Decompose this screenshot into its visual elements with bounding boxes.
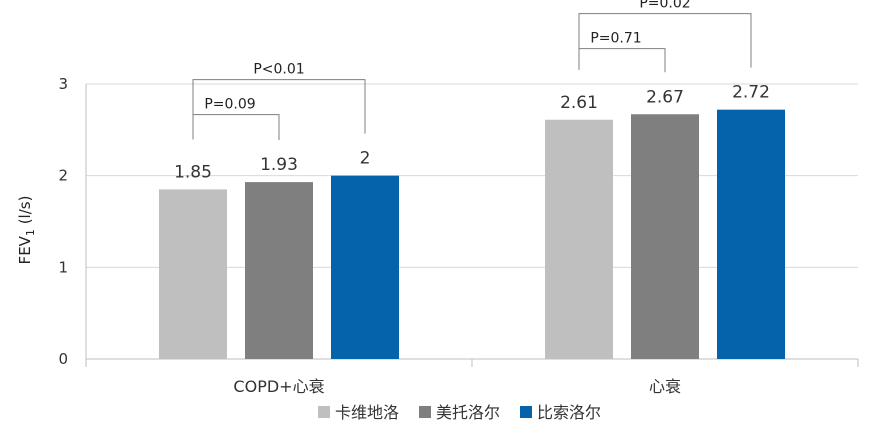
bar <box>159 189 227 359</box>
y-axis-label-sub: 1 <box>24 229 37 236</box>
x-category-label: 心衰 <box>649 377 681 396</box>
data-labels: 1.85 2.61 1.93 2.67 2 2.72 <box>174 83 770 183</box>
significance-brackets: P=0.09 P<0.01 P=0.71 P=0.02 <box>192 0 752 141</box>
significance-bracket <box>578 48 666 73</box>
data-label: 1.85 <box>174 162 212 182</box>
legend-item: 卡维地洛 <box>318 403 399 422</box>
bars <box>159 109 785 360</box>
y-tick-label: 0 <box>58 350 68 368</box>
legend-label: 卡维地洛 <box>335 403 399 422</box>
y-tick-label: 1 <box>58 258 68 276</box>
data-label: 2 <box>360 149 371 169</box>
significance-bracket <box>192 79 366 140</box>
data-label: 1.93 <box>260 155 298 175</box>
x-category-label: COPD+心衰 <box>233 377 324 396</box>
p-value-label: P=0.02 <box>639 0 690 12</box>
bar <box>631 114 699 359</box>
legend-swatch <box>318 406 330 418</box>
significance-bracket <box>192 114 280 141</box>
legend-label: 比索洛尔 <box>537 403 601 422</box>
y-tick-label: 2 <box>58 167 68 185</box>
legend-label: 美托洛尔 <box>436 403 500 422</box>
legend-item: 比索洛尔 <box>520 403 601 422</box>
p-value-label: P=0.71 <box>590 31 641 47</box>
legend-swatch <box>419 406 431 418</box>
y-axis-label: FEV1 (l/s) <box>16 196 37 265</box>
bar <box>717 109 785 360</box>
legend-item: 美托洛尔 <box>419 403 500 422</box>
bar <box>331 175 399 359</box>
y-axis-label-main: FEV <box>16 235 34 264</box>
p-value-label: P=0.09 <box>204 97 255 113</box>
data-label: 2.61 <box>560 93 598 113</box>
bar <box>545 119 613 359</box>
y-axis-label-unit: (l/s) <box>16 196 34 230</box>
data-label: 2.72 <box>732 83 770 103</box>
bar <box>245 182 313 359</box>
legend: 卡维地洛 美托洛尔 比索洛尔 <box>318 403 601 422</box>
p-value-label: P<0.01 <box>253 62 304 78</box>
legend-swatch <box>520 406 532 418</box>
data-label: 2.67 <box>646 87 684 107</box>
significance-bracket <box>578 13 752 70</box>
y-tick-label: 3 <box>58 75 68 93</box>
